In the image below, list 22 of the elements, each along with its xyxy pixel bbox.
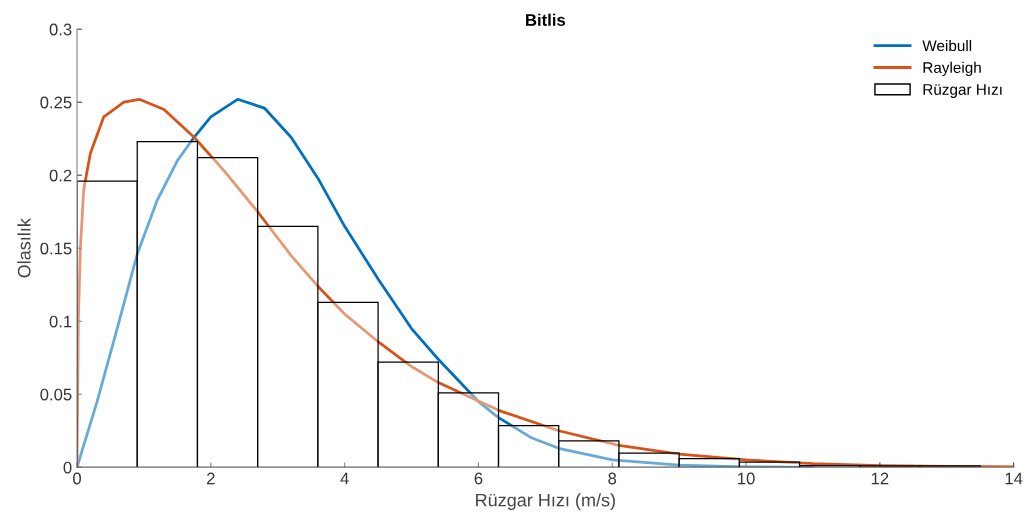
y-tick-label: 0.2 [49,169,72,182]
y-tick-label: 0.1 [49,315,72,328]
x-tick-label: 6 [474,472,483,485]
x-tick-label: 8 [608,472,617,485]
x-tick-label: 0 [73,472,82,485]
y-tick-label: 0.25 [40,96,72,109]
x-tick-label: 10 [738,472,755,485]
y-axis-title: Olasılık [17,218,31,278]
x-axis-title: Rüzgar Hızı (m/s) [476,493,615,511]
chart-title: Bitlis [526,13,566,26]
y-tick-label: 0.05 [40,388,72,401]
legend-label: Rayleigh [923,61,981,77]
y-tick-label: 0 [63,461,72,474]
x-tick-label: 12 [871,472,889,485]
legend-label: Weibull [922,39,972,52]
y-tick-label: 0.3 [49,23,72,36]
x-tick-label: 4 [340,472,349,485]
x-tick-label: 14 [1005,472,1023,485]
x-tick-label: 2 [207,472,215,485]
legend-label: Rüzgar Hızı [923,84,1002,98]
line-series [77,97,815,468]
y-tick-label: 0.15 [40,242,72,255]
